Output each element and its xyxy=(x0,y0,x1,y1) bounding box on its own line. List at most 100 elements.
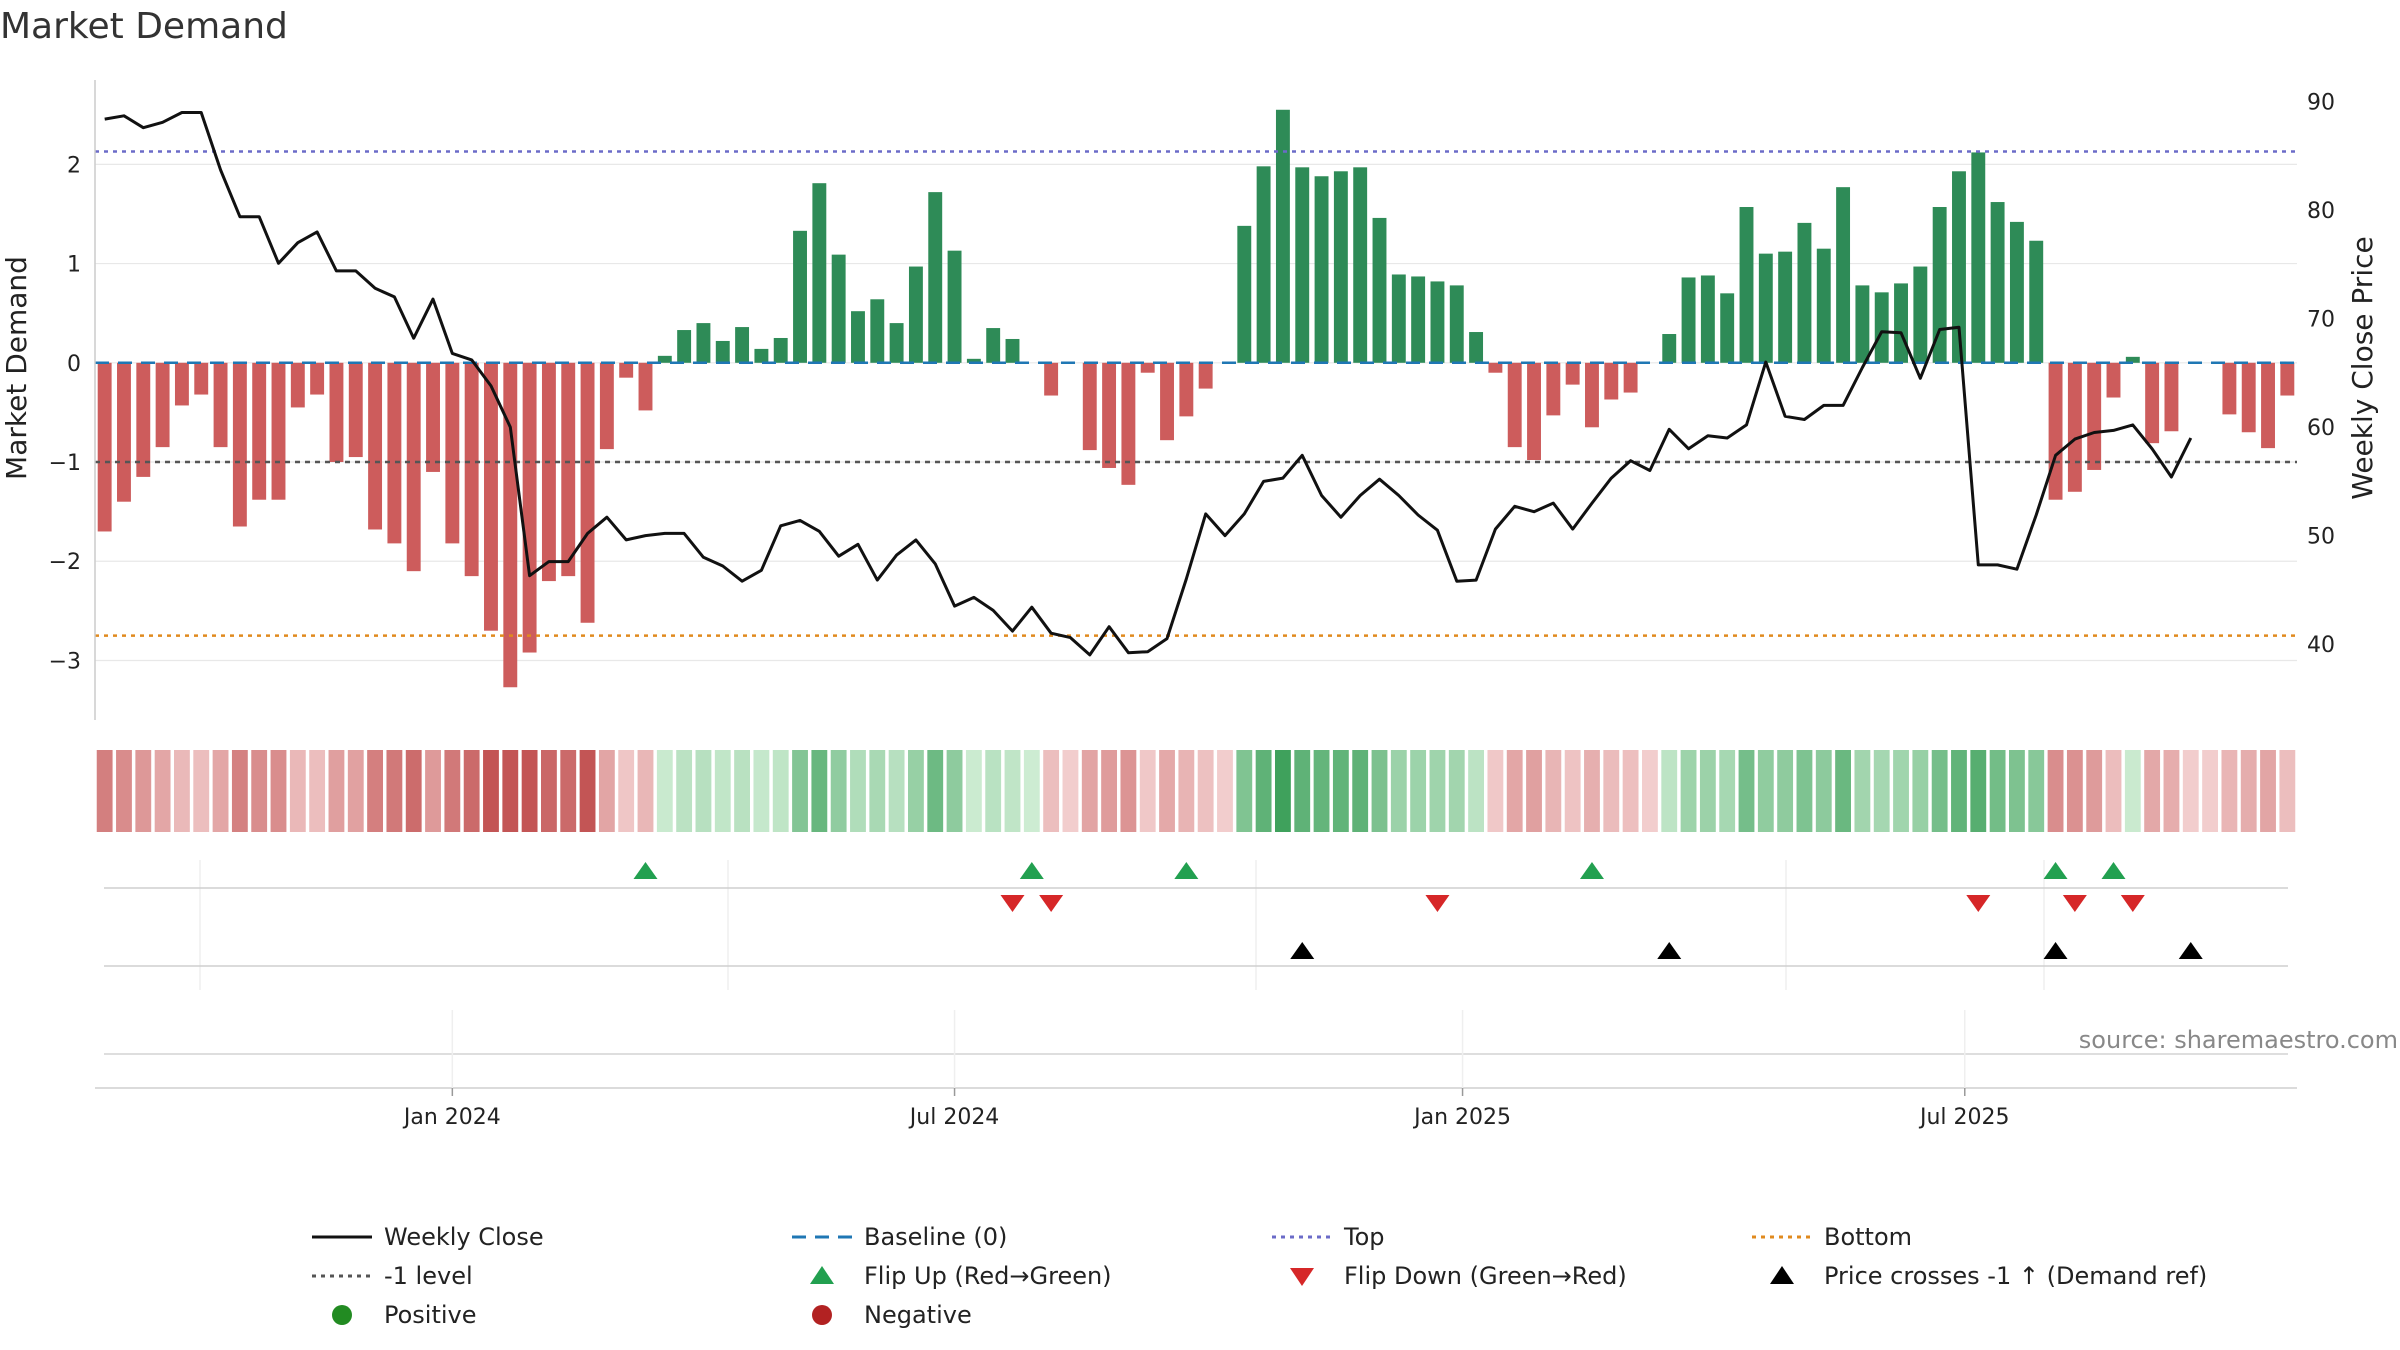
strip-cell xyxy=(1642,750,1658,832)
source-note: source: sharemaestro.com xyxy=(2079,1026,2398,1054)
demand-bar xyxy=(1488,362,1503,373)
demand-bar xyxy=(503,362,518,688)
demand-bar xyxy=(561,362,576,577)
strip-cell xyxy=(405,750,422,832)
demand-bar xyxy=(851,311,865,363)
demand-bar xyxy=(348,362,363,458)
demand-bar xyxy=(213,362,228,448)
grid-layer xyxy=(95,163,2297,662)
price-cross-marker xyxy=(1290,942,1315,959)
strip-cell xyxy=(1526,750,1542,832)
demand-bar xyxy=(638,362,653,411)
right-y-tick-label: 90 xyxy=(2307,91,2335,116)
strip-cell xyxy=(1815,750,1832,832)
demand-bar xyxy=(406,362,421,572)
strip-cell xyxy=(1294,750,1311,832)
strip-cell xyxy=(231,750,248,832)
strip-cell xyxy=(753,750,770,832)
strip-cell xyxy=(772,750,789,832)
strip-cell xyxy=(1564,750,1581,832)
strip-cell xyxy=(830,750,847,832)
strip-cell xyxy=(2047,750,2064,832)
strip-cell xyxy=(154,750,171,832)
strip-cell xyxy=(1255,750,1272,832)
demand-bar xyxy=(1391,274,1406,363)
demand-bar xyxy=(522,362,537,653)
strip-cell xyxy=(1313,750,1330,832)
price-cross-marker xyxy=(2043,942,2068,959)
demand-bar xyxy=(1411,276,1426,363)
demand-bar xyxy=(619,362,634,378)
strip-cell xyxy=(2202,750,2218,832)
demand-bar xyxy=(2125,356,2140,363)
strip-cell xyxy=(2028,750,2045,832)
demand-bar xyxy=(1797,222,1812,363)
demand-bar xyxy=(310,362,325,395)
legend-label: Top xyxy=(1343,1223,1385,1251)
demand-bar xyxy=(1874,292,1889,363)
strip-cell xyxy=(1661,750,1678,832)
demand-bar xyxy=(2067,362,2082,492)
demand-bar xyxy=(1449,285,1464,363)
strip-cell xyxy=(1970,750,1987,832)
legend-swatch xyxy=(812,1305,832,1325)
strip-cell xyxy=(850,750,866,832)
strip-cell xyxy=(1197,750,1214,832)
strip-cell xyxy=(463,750,480,832)
demand-bar xyxy=(715,340,730,363)
strip-cell xyxy=(1081,750,1098,832)
flip-up-marker xyxy=(2101,862,2126,879)
demand-bar xyxy=(2241,362,2256,433)
strip-cell xyxy=(1951,750,1967,832)
flip-down-marker xyxy=(2062,895,2087,912)
strip-cell xyxy=(1468,750,1484,832)
demand-bar xyxy=(387,362,402,544)
legend-swatch xyxy=(1290,1268,1314,1286)
strip-cell xyxy=(347,750,364,832)
strip-cell xyxy=(521,750,538,832)
price-line-layer xyxy=(104,111,2193,657)
demand-bar xyxy=(1623,362,1638,393)
strip-cell xyxy=(695,750,712,832)
strip-cell xyxy=(734,750,750,832)
strip-cell xyxy=(444,750,461,832)
demand-bar xyxy=(2145,362,2160,444)
legend-label: Bottom xyxy=(1824,1223,1912,1251)
demand-bar xyxy=(1894,283,1908,363)
demand-bar xyxy=(677,330,692,363)
strip-cell xyxy=(1352,750,1369,832)
legend-label: Negative xyxy=(864,1301,972,1329)
legend: Weekly Close Baseline (0) Top Bottom -1 leve… xyxy=(312,1223,2207,1329)
demand-bar xyxy=(1160,362,1174,441)
strip-cell xyxy=(1622,750,1639,832)
demand-bar xyxy=(1372,217,1387,363)
strip-cell xyxy=(251,750,268,832)
demand-bar xyxy=(889,323,904,363)
legend-swatch xyxy=(332,1305,352,1325)
strip-cell xyxy=(1680,750,1697,832)
demand-heat-strip xyxy=(96,750,2296,832)
demand-bar xyxy=(1604,362,1619,400)
demand-bar xyxy=(986,328,1001,363)
flip-up-marker xyxy=(633,862,658,879)
x-tick-label: Jul 2024 xyxy=(908,1105,1000,1130)
strip-cell xyxy=(1429,750,1446,832)
strip-cell xyxy=(1159,750,1175,832)
flip-up-marker xyxy=(1174,862,1199,879)
right-y-tick-label: 40 xyxy=(2307,633,2335,658)
demand-bar xyxy=(155,362,170,448)
strip-cell xyxy=(1101,750,1117,832)
demand-bar xyxy=(947,250,962,363)
strip-cell xyxy=(1584,750,1600,832)
demand-bar xyxy=(1275,109,1290,363)
strip-cell xyxy=(116,750,132,832)
demand-bar xyxy=(464,362,479,577)
strip-cell xyxy=(135,750,152,832)
strip-cell xyxy=(328,750,345,832)
demand-bar xyxy=(2009,221,2024,363)
legend-swatch xyxy=(1770,1266,1794,1284)
strip-cell xyxy=(174,750,190,832)
demand-bar xyxy=(1507,362,1522,448)
demand-bar xyxy=(1913,266,1928,363)
